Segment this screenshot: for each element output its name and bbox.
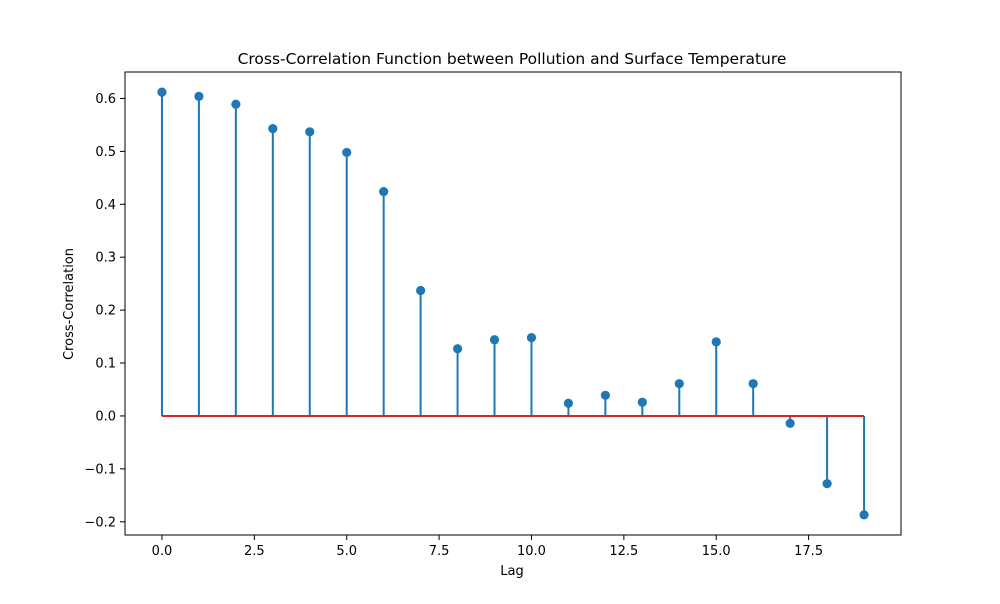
stem-marker: [194, 91, 204, 101]
y-tick-label: 0.3: [95, 251, 116, 266]
x-tick-label: 2.5: [244, 544, 265, 559]
x-tick-label: 7.5: [429, 544, 450, 559]
stem-marker: [379, 186, 389, 197]
x-tick-label: 0.0: [152, 544, 173, 559]
y-axis-title: Cross-Correlation: [62, 248, 77, 360]
stem-marker: [711, 337, 721, 347]
stem-marker: [637, 397, 647, 407]
y-tick-label: 0.1: [95, 357, 116, 372]
y-tick-label: 0.2: [95, 304, 116, 319]
x-tick-label: 12.5: [609, 544, 638, 559]
stem-marker: [268, 124, 278, 134]
y-tick-label: 0.6: [95, 92, 116, 107]
x-tick-label: 15.0: [702, 544, 731, 559]
stem-marker: [157, 87, 167, 97]
stem-marker: [674, 379, 684, 389]
y-tick-label: −0.2: [84, 515, 116, 530]
stem-marker: [416, 285, 426, 296]
x-tick-label: 5.0: [336, 544, 357, 559]
stem-marker: [748, 379, 758, 389]
y-tick-label: 0.5: [95, 145, 116, 160]
stem-marker: [305, 127, 315, 137]
stem-marker: [859, 510, 869, 520]
stem-marker: [489, 335, 500, 345]
stem-marker: [452, 344, 463, 354]
stem-marker: [231, 99, 241, 109]
x-axis-title: Lag: [500, 564, 523, 579]
y-tick-label: 0.0: [95, 409, 116, 424]
stem-marker: [342, 147, 352, 158]
chart-title: Cross-Correlation Function between Pollu…: [238, 50, 787, 68]
plot-area: 0.0 2.5 5.0 7.5 10.0 12.5 15.0 17.5 −0.2 −0.1 0.0 0…: [84, 71, 902, 559]
y-tick-label: 0.4: [95, 198, 116, 213]
x-tick-label: 10.0: [517, 544, 546, 559]
stem-marker: [822, 479, 832, 489]
x-tick-label: 17.5: [794, 544, 823, 559]
axes-frame: [124, 71, 902, 536]
stem-marker: [785, 418, 795, 428]
stem-marker: [600, 390, 610, 400]
stem-marker: [563, 398, 574, 408]
stem-marker: [526, 333, 537, 343]
y-tick-label: −0.1: [84, 462, 116, 477]
